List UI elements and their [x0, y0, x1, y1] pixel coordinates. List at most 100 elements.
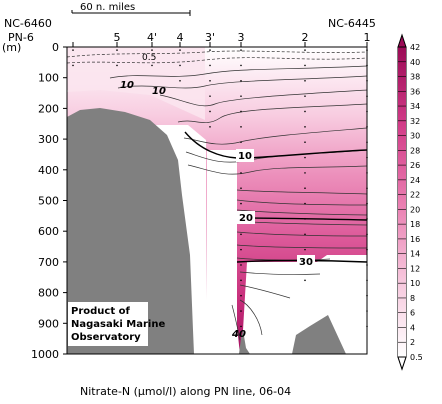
- sample-dot: [240, 110, 242, 113]
- sample-dot: [209, 126, 211, 128]
- sample-dot: [72, 49, 74, 51]
- contour-label-1: 10: [152, 86, 166, 97]
- y-tick-label-6: 600: [38, 225, 59, 238]
- contour-30: [236, 259, 367, 263]
- colorbar-label-16: 32: [410, 117, 420, 126]
- colorbar-label-2: 4: [410, 323, 415, 332]
- contour-label-0: 10: [120, 80, 134, 91]
- sample-dot: [240, 172, 242, 174]
- y-axis: 0 100 200 300 400 500 600 700 800 900 1000: [31, 41, 67, 361]
- station-label-2: 4': [147, 31, 157, 44]
- station-label-5: 3: [238, 31, 245, 44]
- station-label-1: 5: [114, 31, 121, 44]
- colorbar: 0.52468101214161820222426283032343638404…: [397, 33, 423, 371]
- sample-dot: [304, 141, 306, 143]
- chart-title: Nitrate-N (µmol/l) along PN line, 06-04: [80, 385, 291, 398]
- sample-dot: [240, 126, 242, 128]
- y-axis-label: (m): [2, 41, 21, 54]
- sample-dot: [209, 95, 211, 97]
- colorbar-label-20: 40: [410, 58, 420, 67]
- y-tick-label-2: 200: [38, 102, 59, 115]
- no-data-column-3prime: [207, 150, 237, 350]
- sample-dot: [151, 64, 153, 67]
- colorbar-bottom-arrow: [397, 356, 407, 371]
- colorbar-label-21: 42: [410, 43, 420, 52]
- sample-dot: [240, 79, 242, 82]
- sample-dot: [151, 49, 153, 51]
- section-field: [67, 47, 367, 354]
- sample-dot: [304, 187, 306, 190]
- sample-dot: [240, 310, 242, 312]
- sample-dot: [72, 64, 74, 67]
- top-label-left: NC-6460: [4, 17, 52, 30]
- colorbar-label-9: 18: [410, 220, 420, 229]
- sample-dot: [304, 64, 306, 67]
- sample-dot: [179, 79, 181, 82]
- sample-dot: [304, 49, 306, 51]
- station-label-3: 4: [177, 31, 184, 44]
- colorbar-label-5: 10: [410, 279, 420, 288]
- sample-dot: [240, 248, 242, 251]
- colorbar-label-17: 34: [410, 102, 420, 111]
- contour-label-group: 10 10 10 20 30 40 0.5: [120, 53, 315, 340]
- colorbar-label-19: 38: [410, 73, 420, 82]
- colorbar-label-18: 36: [410, 87, 420, 96]
- sample-dot: [304, 95, 306, 97]
- credit-line-1: Product of: [71, 306, 130, 317]
- sample-dot: [304, 279, 306, 282]
- sample-dot: [304, 248, 306, 251]
- credit-line-2: Nagasaki Marine: [71, 319, 165, 330]
- sample-dot: [304, 218, 306, 220]
- contour-lines: [67, 50, 367, 341]
- top-label-right: NC-6445: [328, 17, 376, 30]
- y-tick-label-3: 300: [38, 133, 59, 146]
- seafloor-east: [292, 315, 346, 354]
- sample-dot: [209, 49, 211, 51]
- scale-bar: [71, 10, 191, 16]
- colorbar-label-14: 28: [410, 146, 420, 155]
- y-tick-label-9: 900: [38, 317, 59, 330]
- seafloor-west: [67, 108, 194, 354]
- contour-label-40: 40: [231, 329, 246, 340]
- credit-line-3: Observatory: [71, 332, 141, 343]
- colorbar-label-7: 14: [410, 250, 420, 259]
- sample-dot: [240, 187, 242, 190]
- sample-dot: [240, 325, 242, 328]
- seafloor-ridge: [239, 330, 250, 354]
- sample-dot: [209, 110, 211, 113]
- colorbar-label-15: 30: [410, 132, 420, 141]
- y-tick-label-7: 700: [38, 256, 59, 269]
- contour-label-20: 20: [239, 213, 253, 224]
- colorbar-label-13: 26: [410, 161, 420, 170]
- sample-dot: [240, 233, 242, 236]
- sample-dot: [179, 49, 181, 51]
- station-label-0: PN-6: [8, 31, 34, 44]
- sample-dot: [116, 49, 118, 51]
- colorbar-label-3: 6: [410, 309, 415, 318]
- y-tick-label-5: 500: [38, 195, 59, 208]
- scale-bar-label: 60 n. miles: [80, 2, 135, 13]
- y-tick-label-4: 400: [38, 164, 59, 177]
- sample-dot: [304, 126, 306, 128]
- sample-dot: [116, 64, 118, 67]
- sample-dot: [240, 202, 242, 205]
- sample-dot: [240, 95, 242, 97]
- sample-dot: [209, 79, 211, 82]
- y-tick-label-8: 800: [38, 287, 59, 300]
- y-tick-label-10: 1000: [31, 348, 59, 361]
- sample-dot: [240, 49, 242, 51]
- y-tick-label-1: 100: [38, 72, 59, 85]
- sample-dot: [304, 233, 306, 236]
- station-label-4: 3': [205, 31, 215, 44]
- sample-dot: [240, 141, 242, 143]
- colorbar-top-arrow: [397, 33, 407, 48]
- colorbar-label-11: 22: [410, 191, 420, 200]
- sample-dot: [240, 264, 242, 266]
- credit-box: Product of Nagasaki Marine Observatory: [68, 302, 165, 346]
- colorbar-label-12: 24: [410, 176, 420, 185]
- colorbar-label-10: 20: [410, 205, 420, 214]
- colorbar-label-0: 0.5: [410, 353, 423, 362]
- colorbar-label-1: 2: [410, 338, 415, 347]
